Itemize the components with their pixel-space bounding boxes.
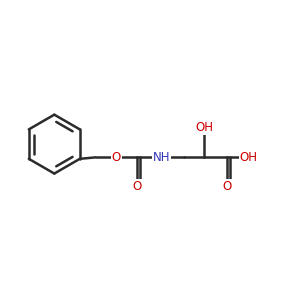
Text: NH: NH	[153, 151, 170, 164]
Text: OH: OH	[240, 151, 258, 164]
Text: OH: OH	[196, 122, 214, 134]
Text: O: O	[112, 151, 121, 164]
Text: O: O	[222, 180, 231, 193]
Text: O: O	[132, 180, 141, 193]
